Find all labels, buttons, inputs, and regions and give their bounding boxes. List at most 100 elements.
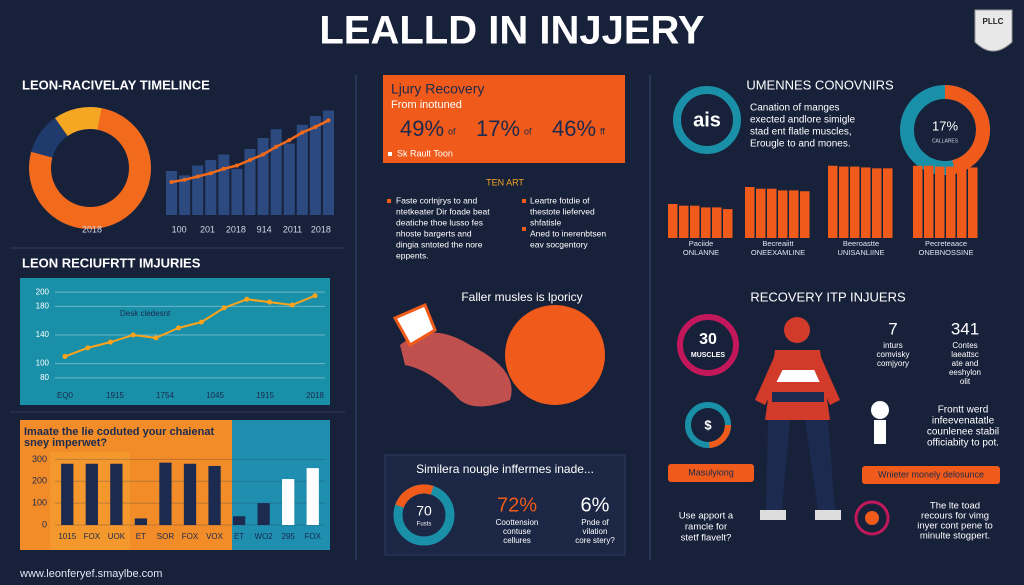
bar	[231, 168, 243, 215]
player-leg	[766, 420, 790, 510]
bar	[205, 160, 217, 215]
x-tick-label: 2011	[283, 224, 302, 234]
bar	[767, 188, 777, 238]
player-helmet	[784, 317, 810, 343]
bullet	[387, 199, 391, 203]
stat-text: vilation	[583, 527, 608, 536]
fact-text: Leartre fotdie of	[530, 195, 590, 205]
trend-point	[274, 144, 279, 149]
bar	[957, 167, 967, 238]
x-tick-label: VOX	[206, 532, 224, 541]
bar	[270, 129, 282, 215]
y-tick-label: 200	[32, 476, 47, 486]
bar	[778, 190, 788, 238]
x-tick-label: 295	[282, 532, 296, 541]
stat-text: Pnde of	[581, 518, 609, 527]
line-point	[221, 305, 227, 311]
bar	[800, 191, 810, 238]
line-point	[153, 335, 159, 341]
illustration	[392, 303, 437, 348]
body-text: inyer cont pene to	[917, 521, 993, 532]
trend-point	[195, 174, 200, 179]
body-text: ramcle for	[685, 522, 727, 533]
bar	[668, 204, 678, 238]
bullet	[388, 152, 392, 156]
box-heading: Similera nougle inffermes inade...	[416, 462, 594, 476]
x-tick-label: 2018	[226, 224, 246, 234]
bar	[296, 124, 308, 215]
bar	[872, 168, 882, 238]
body-text: infeevenatatle	[932, 416, 995, 427]
x-tick-label: 1045	[206, 391, 224, 400]
trend-point	[169, 180, 174, 184]
trend-point	[261, 152, 266, 157]
body-text: Use apport a	[679, 511, 734, 522]
stat-box	[383, 75, 625, 163]
x-tick-label: 100	[172, 224, 187, 234]
box-title: Ljury Recovery	[391, 81, 484, 97]
box-subtitle: From inotuned	[391, 99, 462, 111]
stat-value: 6%	[581, 494, 610, 516]
body-text: Frontt werd	[938, 405, 989, 416]
donut-arc	[29, 107, 151, 229]
section-heading: LEON RECIUFRTT IMJURIES	[22, 255, 201, 270]
line-point	[176, 325, 182, 331]
bar	[257, 503, 270, 525]
line-point	[289, 302, 295, 308]
fact-text: dingia sntoted the nore	[396, 239, 483, 249]
line-point	[244, 296, 250, 302]
badge-value: 30	[699, 331, 717, 348]
player-stripe	[772, 392, 824, 402]
trend-point	[248, 158, 252, 162]
x-tick-label: FOX	[182, 532, 199, 541]
donut-arc	[393, 484, 455, 546]
bar	[179, 175, 191, 215]
stat-text: contuse	[503, 527, 532, 536]
line-series	[64, 294, 316, 358]
x-tick-label: EQ0	[57, 391, 74, 400]
stat-text: olit	[960, 377, 971, 386]
trend-point	[234, 163, 239, 168]
x-tick-label: 2018	[306, 391, 324, 400]
bar	[690, 205, 700, 238]
trend-point	[208, 171, 213, 176]
bar	[283, 143, 295, 215]
x-tick-label: 914	[257, 224, 272, 234]
bar	[134, 518, 148, 525]
player-arm	[812, 355, 840, 405]
x-tick-label: UOK	[108, 532, 126, 541]
body-text: officiabity to pot.	[927, 438, 999, 449]
bar	[309, 116, 321, 215]
player-skate	[815, 510, 841, 520]
badge	[673, 86, 741, 154]
bar	[257, 138, 269, 215]
stat-text: comvisky	[877, 350, 910, 359]
fact-text: shfatisle	[530, 217, 561, 227]
tag-text: Masulyiong	[688, 467, 734, 477]
body-text: Erougle to and mones.	[750, 139, 851, 150]
stat-value: 17%	[476, 116, 520, 141]
logo-shield	[974, 9, 1013, 52]
section-heading: RECOVERY ITP INJUERS	[750, 289, 906, 304]
player-illustration	[755, 317, 841, 520]
section-heading: sney imperwet?	[24, 437, 107, 449]
icon	[685, 402, 731, 448]
trend-point	[326, 118, 331, 123]
illustration	[505, 305, 605, 405]
body-text: The lte toad	[930, 501, 980, 512]
page-title: LEALLD IN INJJERY	[319, 9, 705, 53]
group-label: Paciide	[689, 239, 714, 248]
tag	[862, 466, 1000, 484]
group-label: Pecreteaace	[925, 239, 967, 248]
trend-point	[287, 138, 292, 143]
icon	[865, 511, 879, 525]
line-point	[198, 319, 204, 325]
box-note: Sk Rault Toon	[397, 148, 453, 158]
stat-value: 341	[951, 319, 979, 338]
bar	[282, 479, 295, 525]
bar	[756, 188, 766, 238]
x-tick-label: 1015	[58, 532, 76, 541]
icon-text: $	[704, 417, 712, 432]
bar	[839, 166, 849, 238]
annotation: Desk cledesnt	[120, 309, 171, 318]
